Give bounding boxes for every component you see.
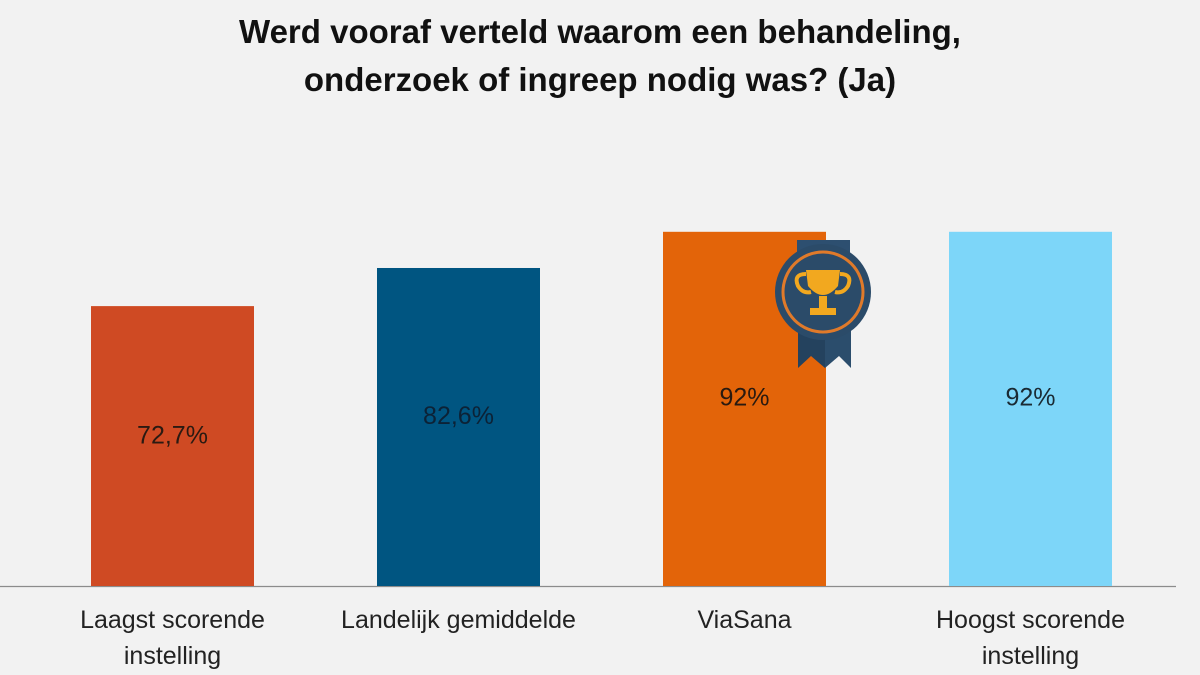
category-label-line: instelling: [123, 642, 222, 670]
category-label-line: ViaSana: [697, 606, 792, 634]
category-label-3: ViaSana: [605, 602, 885, 638]
bar-value-label-4: 92%: [1005, 383, 1055, 411]
bar-1: [91, 306, 254, 586]
bar-value-label-3: 92%: [719, 383, 769, 411]
category-label-line: Laagst scorende: [80, 606, 265, 634]
category-label-line: Hoogst scorende: [935, 606, 1125, 634]
bar-4: [949, 231, 1112, 587]
chart-title-line-2: onderzoek of ingreep nodig was? (Ja): [303, 61, 897, 98]
bar-value-label-1: 72,7%: [137, 421, 208, 449]
trophy-icon: [775, 240, 871, 368]
category-label-4: Hoogst scorende instelling: [891, 602, 1171, 674]
bar-2: [377, 267, 540, 586]
bar-value-label-2: 82,6%: [423, 402, 494, 430]
category-label-line: instelling: [981, 642, 1080, 670]
chart-title: Werd vooraf verteld waarom een behandeli…: [0, 8, 1200, 104]
category-label-line: Landelijk gemiddelde: [341, 606, 576, 634]
chart-title-line-1: Werd vooraf verteld waarom een behandeli…: [239, 13, 961, 50]
category-label-1: Laagst scorende instelling: [33, 602, 313, 674]
category-label-2: Landelijk gemiddelde: [319, 602, 599, 638]
